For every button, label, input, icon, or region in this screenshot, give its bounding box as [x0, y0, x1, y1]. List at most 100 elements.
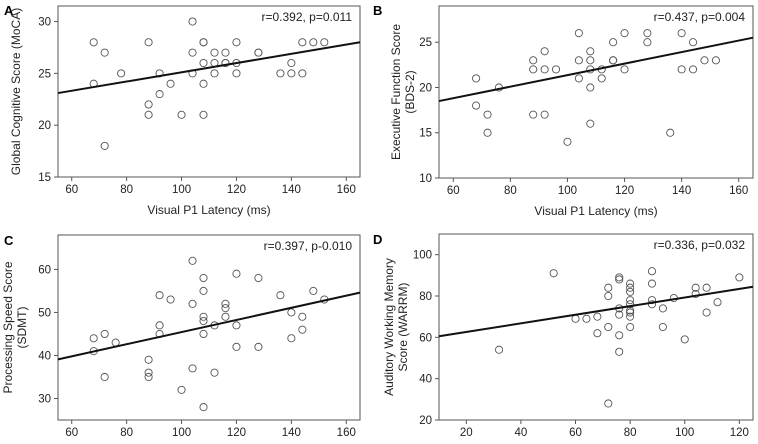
data-point [298, 325, 307, 334]
data-point [643, 29, 652, 38]
plot-frame-a [57, 5, 361, 178]
data-point [549, 269, 558, 278]
data-point [574, 56, 583, 65]
data-point [615, 275, 624, 284]
y-tick-label: 60 [419, 332, 432, 344]
data-point [89, 38, 98, 47]
y-axis-label-b: Executive Function Score [389, 24, 403, 160]
regression-line-c [57, 291, 361, 361]
data-point [177, 385, 186, 394]
data-point [298, 69, 307, 78]
data-point [221, 58, 230, 68]
y-axis-label-c: (SDMT) [15, 307, 29, 349]
x-tick-label: 160 [337, 184, 356, 196]
data-point [540, 65, 549, 74]
data-point [287, 308, 296, 317]
data-point [199, 312, 208, 321]
y-axis-label-d: Auditory Working Memory [382, 258, 396, 396]
data-point [232, 342, 241, 351]
x-tick-label: 120 [615, 185, 634, 197]
data-point [210, 48, 219, 57]
data-point [604, 399, 613, 408]
plot-frame-c [57, 234, 361, 421]
data-point [609, 38, 618, 47]
data-point [609, 56, 618, 65]
data-point [210, 368, 219, 377]
plot-frame-b [438, 5, 754, 179]
data-point [604, 283, 613, 292]
data-point [626, 322, 635, 332]
data-point [571, 314, 580, 323]
data-point [144, 372, 153, 382]
x-tick-label: 80 [120, 184, 133, 196]
data-point [615, 273, 624, 282]
data-point [563, 137, 572, 146]
data-point [582, 314, 591, 323]
panel-label-b: B [373, 3, 382, 18]
data-point [287, 69, 296, 78]
y-tick-label: 25 [38, 68, 51, 80]
x-tick-label: 60 [65, 427, 78, 439]
x-axis-label-a: Visual P1 Latency (ms) [147, 203, 270, 217]
data-point [529, 65, 538, 74]
data-point [199, 403, 208, 412]
data-point [483, 110, 492, 119]
regression-line-a [57, 41, 361, 95]
data-point [320, 38, 329, 47]
data-point [232, 69, 241, 78]
data-point [647, 296, 657, 305]
data-point [626, 296, 635, 305]
regression-line-d [438, 285, 754, 338]
data-point [155, 321, 164, 330]
data-point [691, 283, 700, 292]
data-point [100, 48, 109, 57]
data-point [626, 283, 635, 292]
data-point [100, 372, 109, 382]
x-tick-label: 40 [515, 427, 528, 439]
data-point [540, 47, 549, 56]
y-tick-label: 20 [38, 120, 51, 132]
data-point [677, 65, 686, 74]
data-point [254, 48, 263, 57]
y-tick-label: 20 [419, 415, 432, 427]
x-tick-label: 120 [227, 427, 246, 439]
y-axis-label-c: Processing Speed Score [1, 261, 15, 393]
data-point [254, 342, 263, 351]
correlation-stat-c: r=0.397, p-0.010 [264, 239, 353, 253]
x-tick-label: 60 [447, 185, 460, 197]
data-point [89, 334, 98, 343]
data-point [529, 56, 538, 65]
data-point [188, 17, 197, 26]
data-point [626, 300, 635, 309]
correlation-stat-b: r=0.437, p=0.004 [654, 10, 746, 24]
data-point [615, 310, 624, 319]
y-tick-label: 50 [38, 307, 51, 319]
x-tick-label: 60 [65, 184, 78, 196]
y-tick-label: 60 [38, 264, 51, 276]
data-point [100, 141, 109, 150]
x-tick-label: 140 [672, 185, 691, 197]
data-point [276, 291, 285, 300]
data-point [221, 48, 230, 57]
data-point [276, 69, 285, 78]
data-point [551, 65, 561, 74]
data-point [586, 119, 595, 128]
data-point [232, 321, 241, 330]
y-tick-label: 30 [38, 17, 51, 29]
y-axis-label-a: Global Cognitive Score (MoCA) [9, 8, 23, 175]
y-tick-label: 15 [38, 172, 51, 184]
data-point [232, 38, 241, 47]
data-point [309, 38, 318, 47]
panel-label-c: C [4, 233, 14, 248]
data-point [309, 286, 318, 295]
data-point [615, 331, 624, 340]
data-point [713, 298, 722, 307]
data-point [626, 287, 635, 296]
panel-c: C608010012014016030405060Visual P1 Laten… [1, 233, 361, 439]
panel-d: D2040608010012020406080100Visual P1 Late… [373, 232, 754, 439]
data-point [199, 273, 208, 283]
data-point [100, 329, 109, 339]
y-tick-label: 40 [419, 374, 432, 386]
data-point [144, 355, 153, 364]
data-point [495, 345, 504, 354]
